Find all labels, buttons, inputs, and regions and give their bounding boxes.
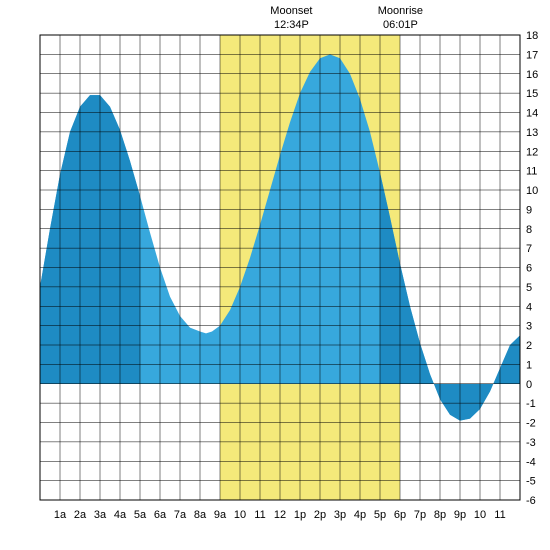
x-tick-label: 5p xyxy=(374,509,386,521)
y-tick-label: -6 xyxy=(526,495,536,507)
y-tick-label: 10 xyxy=(526,185,538,197)
x-tick-label: 6p xyxy=(394,509,406,521)
moonset-time: 12:34P xyxy=(274,19,309,31)
y-tick-label: 16 xyxy=(526,69,538,81)
x-tick-label: 5a xyxy=(134,509,147,521)
x-tick-label: 2a xyxy=(74,509,87,521)
y-tick-label: -2 xyxy=(526,418,536,430)
y-tick-label: 11 xyxy=(526,166,537,178)
x-tick-label: 10 xyxy=(474,509,486,521)
x-tick-label: 11 xyxy=(254,509,265,521)
y-tick-label: 17 xyxy=(526,49,538,61)
x-tick-label: 8p xyxy=(434,509,446,521)
y-tick-label: -3 xyxy=(526,437,536,449)
y-tick-label: 2 xyxy=(526,340,532,352)
x-tick-label: 10 xyxy=(234,509,246,521)
x-tick-label: 1a xyxy=(54,509,67,521)
y-tick-label: 15 xyxy=(526,88,538,100)
x-tick-label: 11 xyxy=(494,509,505,521)
y-tick-label: -5 xyxy=(526,476,536,488)
chart-svg: 1817161514131211109876543210-1-2-3-4-5-6… xyxy=(0,0,550,550)
x-tick-label: 7a xyxy=(174,509,187,521)
x-tick-label: 1p xyxy=(294,509,306,521)
y-tick-label: 4 xyxy=(526,301,532,313)
x-tick-label: 4p xyxy=(354,509,366,521)
y-tick-label: 12 xyxy=(526,146,538,158)
y-tick-label: 18 xyxy=(526,30,538,42)
x-tick-label: 12 xyxy=(274,509,286,521)
y-tick-label: 0 xyxy=(526,379,532,391)
x-tick-label: 9p xyxy=(454,509,466,521)
y-tick-label: 13 xyxy=(526,127,538,139)
y-tick-label: 7 xyxy=(526,243,532,255)
x-tick-label: 4a xyxy=(114,509,127,521)
x-tick-label: 9a xyxy=(214,509,227,521)
moonset-label: Moonset xyxy=(270,5,312,17)
x-tick-label: 3a xyxy=(94,509,107,521)
moonrise-label: Moonrise xyxy=(378,5,423,17)
y-tick-label: 3 xyxy=(526,321,532,333)
y-tick-label: 6 xyxy=(526,263,532,275)
y-tick-label: 14 xyxy=(526,108,538,120)
y-tick-label: 9 xyxy=(526,204,532,216)
x-tick-label: 2p xyxy=(314,509,326,521)
y-tick-label: 8 xyxy=(526,224,532,236)
y-tick-label: -4 xyxy=(526,456,536,468)
x-tick-label: 8a xyxy=(194,509,207,521)
y-tick-label: 5 xyxy=(526,282,532,294)
y-tick-label: 1 xyxy=(526,359,532,371)
tide-chart: 1817161514131211109876543210-1-2-3-4-5-6… xyxy=(0,0,550,550)
moonrise-time: 06:01P xyxy=(383,19,418,31)
x-tick-label: 3p xyxy=(334,509,346,521)
y-tick-label: -1 xyxy=(526,398,536,410)
x-tick-label: 7p xyxy=(414,509,426,521)
x-tick-label: 6a xyxy=(154,509,167,521)
